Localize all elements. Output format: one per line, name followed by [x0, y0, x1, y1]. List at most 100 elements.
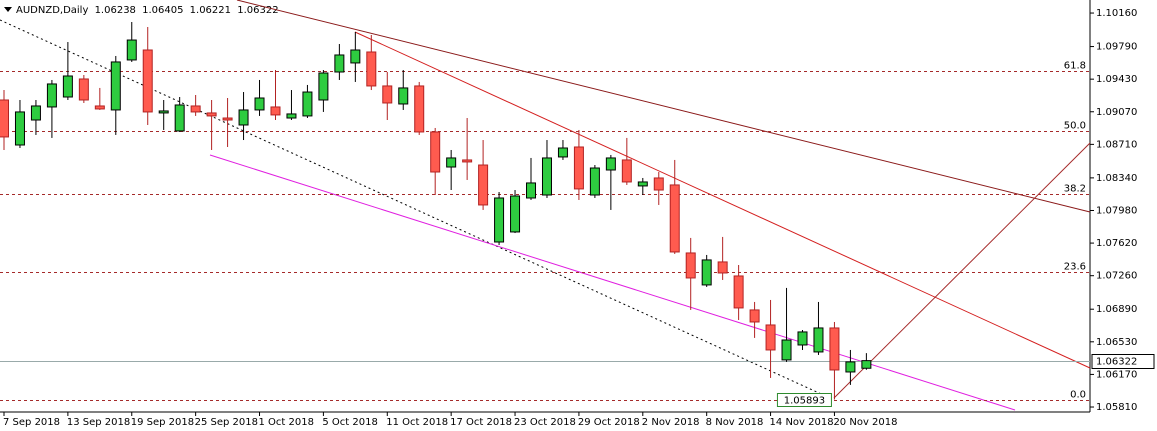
- x-tick-label: 7 Sep 2018: [3, 417, 60, 428]
- bull-body: [701, 259, 712, 286]
- bear-body: [669, 184, 680, 253]
- bear-body: [717, 261, 728, 274]
- low-price-box: [776, 393, 832, 408]
- bull-body: [158, 110, 169, 114]
- menu-triangle[interactable]: [4, 7, 12, 12]
- bear-body: [206, 112, 217, 117]
- bear-body: [414, 85, 425, 133]
- bear-body: [142, 49, 153, 113]
- fib-label: 50.0: [1064, 121, 1086, 132]
- bull-body: [797, 331, 808, 346]
- header-high: 1.06405: [142, 5, 183, 16]
- bull-body: [861, 360, 872, 369]
- bull-body: [126, 39, 137, 61]
- drawn-objects: [0, 0, 1091, 411]
- trend-line[interactable]: [236, 0, 1091, 213]
- y-tick-label: 1.08340: [1096, 173, 1137, 184]
- trend-line[interactable]: [354, 31, 1091, 369]
- x-tick-label: 5 Oct 2018: [322, 417, 377, 428]
- bear-body: [382, 85, 393, 104]
- x-tick-label: 17 Oct 2018: [450, 417, 512, 428]
- header-close: 1.06322: [237, 5, 278, 16]
- bull-body: [813, 327, 824, 353]
- header-low: 1.06221: [190, 5, 231, 16]
- y-tick-label: 1.09070: [1096, 107, 1137, 118]
- bull-body: [494, 197, 505, 243]
- x-tick-label: 14 Nov 2018: [770, 417, 834, 428]
- bull-body: [286, 113, 297, 119]
- x-tick-label: 8 Nov 2018: [706, 417, 764, 428]
- bear-body: [765, 324, 776, 351]
- bull-body: [446, 157, 457, 168]
- bull-body: [589, 167, 600, 196]
- current-price-label: 1.06322: [1096, 357, 1137, 368]
- x-tick-label: 19 Sep 2018: [131, 417, 194, 428]
- x-tick-label: 20 Nov 2018: [833, 417, 897, 428]
- fib-label: 61.8: [1064, 61, 1086, 72]
- bear-body: [621, 159, 632, 183]
- bull-body: [398, 87, 409, 105]
- trend-line[interactable]: [0, 19, 831, 399]
- y-tick-label: 1.07980: [1096, 205, 1137, 216]
- bull-body: [254, 97, 265, 111]
- bear-body: [733, 275, 744, 309]
- bear-body: [685, 252, 696, 279]
- x-tick-label: 23 Oct 2018: [514, 417, 576, 428]
- y-tick-label: 1.10160: [1096, 8, 1137, 19]
- bull-body: [238, 109, 249, 126]
- bull-body: [541, 157, 552, 196]
- y-tick-label: 1.07620: [1096, 238, 1137, 249]
- y-tick-label: 1.05810: [1096, 402, 1137, 413]
- bear-body: [94, 105, 105, 110]
- bull-body: [302, 91, 313, 117]
- x-tick-label: 29 Oct 2018: [578, 417, 640, 428]
- bear-body: [366, 51, 377, 87]
- bear-body: [222, 117, 233, 121]
- bull-body: [526, 182, 537, 199]
- bear-body: [749, 309, 760, 323]
- bull-body: [350, 49, 361, 64]
- current-price-box: [1091, 354, 1155, 369]
- bull-body: [110, 61, 121, 111]
- bull-body: [14, 111, 25, 146]
- y-tick-label: 1.09430: [1096, 74, 1137, 85]
- x-tick-label: 1 Oct 2018: [259, 417, 314, 428]
- fib-label: 38.2: [1064, 184, 1086, 195]
- bear-body: [573, 146, 584, 190]
- y-tick-label: 1.06530: [1096, 337, 1137, 348]
- bull-body: [637, 181, 648, 187]
- y-tick-label: 1.06890: [1096, 304, 1137, 315]
- trend-line[interactable]: [209, 154, 1016, 411]
- header: AUDNZD,Daily 1.06238 1.06405 1.06221 1.0…: [16, 5, 279, 16]
- fib-label: 0.0: [1070, 390, 1086, 401]
- bear-body: [829, 327, 840, 371]
- bull-body: [510, 195, 521, 233]
- bear-body: [462, 159, 473, 163]
- bear-body: [270, 106, 281, 116]
- bull-body: [845, 361, 856, 373]
- fib-label: 23.6: [1064, 262, 1086, 273]
- x-tick-label: 11 Oct 2018: [386, 417, 448, 428]
- bear-body: [478, 164, 489, 206]
- bull-body: [781, 339, 792, 361]
- fib-trend-line[interactable]: [833, 142, 1091, 399]
- header-open: 1.06238: [95, 5, 136, 16]
- bear-body: [430, 131, 441, 173]
- y-tick-label: 1.07260: [1096, 271, 1137, 282]
- bull-body: [334, 54, 345, 73]
- y-tick-label: 1.06170: [1096, 369, 1137, 380]
- bull-body: [62, 75, 73, 98]
- bear-body: [653, 177, 664, 191]
- bull-body: [605, 157, 616, 171]
- bull-body: [46, 83, 57, 108]
- symbol: AUDNZD,Daily: [16, 5, 88, 16]
- bear-body: [78, 78, 89, 101]
- bull-body: [557, 147, 568, 158]
- x-tick-label: 2 Nov 2018: [642, 417, 700, 428]
- x-tick-label: 13 Sep 2018: [67, 417, 130, 428]
- bear-body: [190, 105, 201, 113]
- bull-body: [174, 104, 185, 132]
- y-tick-label: 1.08710: [1096, 139, 1137, 150]
